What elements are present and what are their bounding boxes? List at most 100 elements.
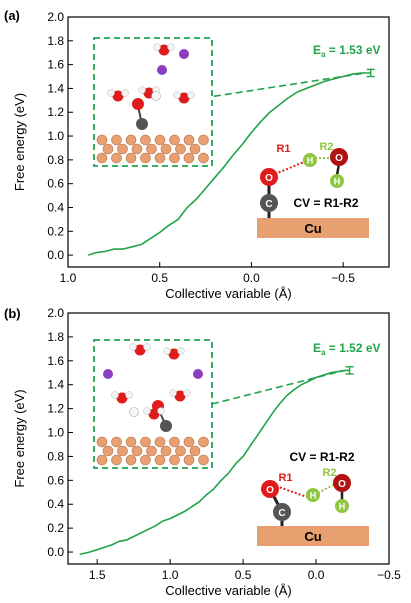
copper-atom (102, 143, 114, 155)
copper-atom (111, 152, 122, 164)
schematic-carbon-label: C (278, 508, 285, 519)
schematic-hydrogen-2 (330, 174, 344, 188)
potassium-ion (193, 369, 203, 379)
x-tick-label: 0.5 (235, 568, 252, 582)
ea-subscript: a (321, 348, 326, 357)
schematic-oxygen-2-label: O (335, 153, 343, 164)
water-hydrogen (111, 391, 119, 399)
copper-surface (257, 218, 369, 238)
copper-atom (140, 152, 151, 164)
water-hydrogen (163, 347, 171, 355)
copper-atom (125, 436, 137, 448)
schematic-hydrogen-label: H (307, 156, 314, 166)
potassium-ion (103, 369, 113, 379)
schematic-oxygen-label: O (265, 173, 273, 184)
x-tick-label: −0.5 (377, 568, 401, 582)
schematic-oxygen-2 (333, 474, 351, 492)
schematic-oxygen (260, 168, 278, 186)
water-hydrogen (153, 43, 161, 51)
copper-atom (154, 454, 166, 466)
plot-frame (67, 16, 390, 268)
panel-b: (b) 0.0 0.2 0.4 0.6 0.8 1.0 1.2 1.4 1.6 1.8 2.0 1.5 1… (4, 306, 401, 598)
water-hydrogen (187, 91, 195, 99)
copper-atom (96, 134, 108, 146)
water-oxygen (168, 348, 180, 360)
water-oxygen (116, 392, 128, 404)
cv-definition-label: CV = R1-R2 (293, 196, 358, 210)
copper-atom (160, 143, 172, 155)
water-hydrogen (183, 389, 191, 397)
copper-atom (102, 445, 114, 457)
activation-energy-label: Ea = 1.53 eV (313, 43, 381, 59)
water-hydrogen (143, 343, 151, 351)
y-tick-label: 0.4 (47, 200, 64, 214)
copper-atom (169, 134, 180, 146)
y-tick-label: 0.0 (47, 248, 64, 262)
copper-label: Cu (304, 529, 321, 544)
water-hydrogen (143, 407, 151, 415)
y-axis-label: Free energy (eV) (12, 93, 27, 191)
water-oxygen (148, 408, 160, 420)
r1-label: R1 (278, 472, 292, 484)
y-tick-label: 1.0 (47, 426, 64, 440)
schematic-carbon (260, 194, 278, 212)
copper-atom (125, 454, 137, 466)
r1-bond (274, 161, 305, 175)
water-hydrogen (125, 391, 133, 399)
x-tick-label: 1.0 (162, 568, 179, 582)
copper-atom (198, 134, 209, 146)
carbon-atom (136, 118, 148, 130)
schematic-oxygen-2-label: O (338, 479, 346, 490)
copper-atom (146, 445, 157, 457)
water-hydrogen (169, 389, 177, 397)
schematic-hydrogen-2-label: H (334, 177, 341, 187)
copper-atom (96, 152, 108, 164)
copper-atom (183, 454, 195, 466)
y-tick-label: 1.0 (47, 129, 64, 143)
copper-atom (175, 143, 186, 155)
panel-label: (a) (4, 8, 20, 23)
copper-label: Cu (304, 221, 321, 236)
cv-definition-label: CV = R1-R2 (289, 450, 354, 464)
water-oxygen (112, 90, 124, 102)
copper-atom (198, 152, 209, 164)
water-hydrogen (177, 347, 185, 355)
x-tick-label: 0.5 (151, 271, 168, 285)
water-oxygen (178, 92, 190, 104)
y-tick-label: 1.6 (47, 58, 64, 72)
x-axis-label: Collective variable (Å) (165, 583, 291, 598)
ea-value: = 1.52 eV (325, 341, 380, 355)
copper-atom (140, 134, 151, 146)
plot-frame (67, 312, 390, 565)
water-oxygen (174, 390, 186, 402)
x-tick-label: 1.0 (60, 271, 77, 285)
free-energy-curve (79, 369, 350, 556)
ea-subscript: a (321, 50, 326, 59)
water-hydrogen (107, 89, 115, 97)
free-energy-curve (87, 72, 371, 256)
y-tick-label: 0.2 (47, 224, 64, 238)
y-tick-label: 0.6 (47, 177, 64, 191)
water-hydrogen (138, 86, 146, 94)
ea-value: = 1.53 eV (325, 43, 380, 57)
schematic-oxygen-2 (330, 148, 348, 166)
schematic-hydrogen-2-label: H (339, 502, 346, 512)
copper-atom (198, 436, 209, 448)
copper-atom (111, 134, 122, 146)
ea-symbol: E (313, 43, 321, 57)
y-tick-label: 1.4 (47, 81, 64, 95)
copper-atom (183, 152, 195, 164)
schematic-hydrogen (303, 153, 317, 167)
copper-atom (140, 454, 151, 466)
copper-surface (257, 526, 369, 546)
x-tick-label: 1.5 (89, 568, 106, 582)
y-tick-label: 1.2 (47, 402, 64, 416)
copper-atom (131, 143, 143, 155)
copper-atom (198, 454, 209, 466)
schematic-hydrogen (306, 488, 320, 502)
copper-atom (183, 134, 195, 146)
copper-atom (169, 436, 180, 448)
copper-atom (183, 436, 195, 448)
copper-atom (125, 134, 137, 146)
